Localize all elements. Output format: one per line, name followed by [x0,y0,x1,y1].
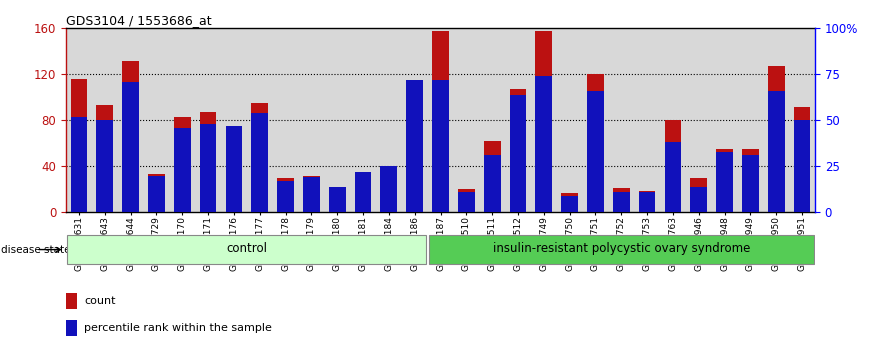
Bar [329,187,345,212]
Bar [427,28,454,212]
Bar [794,120,811,212]
Bar [226,126,242,212]
Bar [716,149,733,212]
Bar [458,192,475,212]
Bar [299,28,324,212]
Bar [376,28,402,212]
Bar [742,155,759,212]
Bar [247,28,272,212]
Bar [66,28,92,212]
Bar [691,187,707,212]
Bar [251,113,268,212]
Bar [794,107,811,212]
Bar [174,128,190,212]
Bar [458,189,475,212]
Bar [70,117,87,212]
Bar [432,31,449,212]
Bar [509,89,526,212]
Bar [763,28,789,212]
Bar [536,76,552,212]
Bar [196,28,221,212]
Bar [381,171,397,212]
Bar [737,28,763,212]
Bar [639,190,655,212]
Bar [432,80,449,212]
Text: insulin-resistant polycystic ovary syndrome: insulin-resistant polycystic ovary syndr… [492,242,750,256]
Bar [664,120,681,212]
Bar [587,91,603,212]
Bar [789,28,815,212]
Bar [303,176,320,212]
Bar [582,28,609,212]
Bar [67,235,426,264]
Bar [484,141,500,212]
Text: count: count [84,296,115,306]
Bar [70,79,87,212]
Bar [200,112,217,212]
Bar [122,82,139,212]
Bar [712,28,737,212]
Bar [303,177,320,212]
Bar [381,166,397,212]
Bar [716,152,733,212]
Bar [66,293,77,309]
Bar [144,28,169,212]
Bar [200,124,217,212]
Bar [557,28,582,212]
Bar [406,80,423,212]
Bar [96,120,113,212]
Bar [691,178,707,212]
Bar [685,28,712,212]
Bar [561,196,578,212]
Bar [454,28,479,212]
Bar [406,166,423,212]
Bar [148,176,165,212]
Bar [613,188,630,212]
Bar [402,28,427,212]
Bar [96,105,113,212]
Bar [169,28,196,212]
Bar [324,28,350,212]
Bar [639,192,655,212]
Text: disease state: disease state [2,245,70,255]
Bar [634,28,660,212]
Bar [221,28,247,212]
Bar [429,235,814,264]
Bar [66,320,77,336]
Bar [355,176,372,212]
Bar [251,103,268,212]
Bar [148,175,165,212]
Bar [509,95,526,212]
Text: control: control [226,242,267,256]
Bar [226,130,242,212]
Bar [561,193,578,212]
Bar [587,74,603,212]
Bar [355,172,372,212]
Bar [329,196,345,212]
Bar [609,28,634,212]
Text: GDS3104 / 1553686_at: GDS3104 / 1553686_at [66,14,211,27]
Bar [664,142,681,212]
Bar [660,28,685,212]
Bar [118,28,144,212]
Bar [505,28,531,212]
Bar [272,28,299,212]
Bar [350,28,376,212]
Bar [531,28,557,212]
Bar [768,66,785,212]
Bar [484,155,500,212]
Bar [479,28,505,212]
Bar [613,192,630,212]
Bar [122,61,139,212]
Bar [92,28,118,212]
Bar [742,149,759,212]
Text: percentile rank within the sample: percentile rank within the sample [84,323,272,333]
Bar [278,178,294,212]
Bar [768,91,785,212]
Bar [278,181,294,212]
Bar [536,31,552,212]
Bar [174,117,190,212]
